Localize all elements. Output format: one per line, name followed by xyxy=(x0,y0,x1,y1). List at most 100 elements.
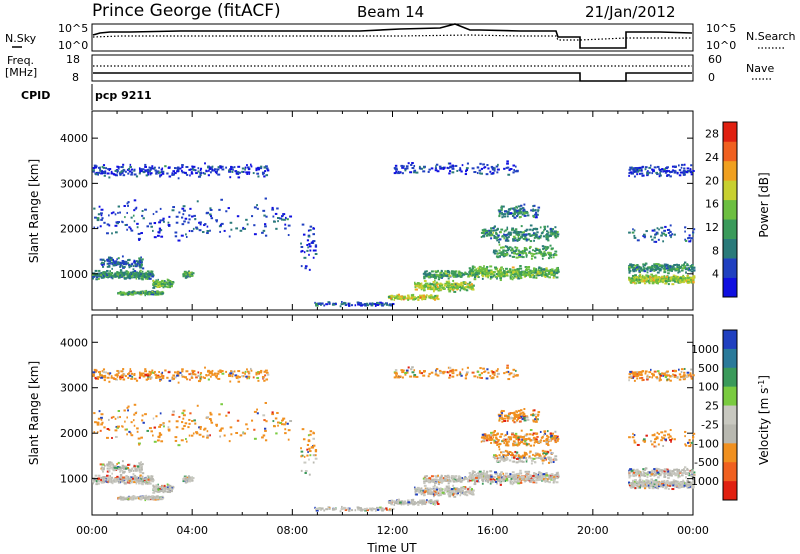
velocity-echo xyxy=(114,417,117,420)
power-echo xyxy=(502,249,505,252)
velocity-echo xyxy=(97,477,100,480)
power-echo xyxy=(525,228,529,231)
power-echo xyxy=(257,168,260,171)
velocity-echo xyxy=(256,376,260,379)
power-echo xyxy=(640,276,643,279)
power-echo xyxy=(160,170,164,173)
velocity-echo xyxy=(421,499,424,502)
velocity-echo xyxy=(221,370,224,373)
power-echo xyxy=(637,281,640,284)
velocity-echo xyxy=(125,428,128,431)
velocity-echo xyxy=(134,468,137,471)
power-echo xyxy=(149,173,152,176)
velocity-echo xyxy=(279,422,283,425)
power-echo xyxy=(94,274,97,277)
velocity-echo xyxy=(410,502,413,505)
power-echo xyxy=(656,271,660,274)
power-echo xyxy=(153,290,155,293)
power-echo xyxy=(187,221,190,224)
power-echo xyxy=(98,269,101,272)
power-echo xyxy=(407,162,410,165)
power-echo xyxy=(512,239,515,242)
power-echo xyxy=(517,237,520,240)
power-echo xyxy=(347,302,350,305)
power-echo xyxy=(682,172,686,175)
velocity-echo xyxy=(285,421,287,424)
power-echo xyxy=(545,236,548,239)
power-echo xyxy=(183,270,187,273)
power-echo xyxy=(437,278,441,281)
power-echo xyxy=(108,260,111,263)
power-echo xyxy=(667,231,670,234)
power-echo xyxy=(489,265,493,268)
power-echo xyxy=(390,297,392,300)
power-echo xyxy=(200,167,203,170)
velocity-echo xyxy=(191,372,194,375)
power-echo xyxy=(126,291,129,294)
velocity-echo xyxy=(161,377,165,380)
power-echo xyxy=(480,167,484,170)
power-echo xyxy=(371,302,374,305)
power-echo xyxy=(235,172,238,175)
power-plot-frame xyxy=(91,110,694,311)
power-echo xyxy=(420,282,423,285)
power-echo xyxy=(166,278,169,281)
velocity-echo xyxy=(261,375,265,378)
power-echo xyxy=(430,270,434,273)
power-echo xyxy=(530,255,534,258)
power-echo xyxy=(541,245,545,248)
power-echo xyxy=(133,260,136,263)
power-echo xyxy=(534,216,538,219)
power-echo xyxy=(133,173,137,176)
velocity-echo xyxy=(137,467,141,470)
power-echo xyxy=(127,294,130,297)
power-echo xyxy=(437,298,440,301)
velocity-echo xyxy=(227,373,231,376)
power-echo xyxy=(485,173,489,176)
power-echo xyxy=(638,274,642,277)
power-echo xyxy=(546,273,549,276)
power-echo xyxy=(275,227,278,230)
power-echo xyxy=(385,302,388,305)
power-echo xyxy=(663,168,666,171)
velocity-echo xyxy=(433,503,437,506)
power-echo xyxy=(151,165,154,168)
velocity-echo xyxy=(146,482,149,485)
power-echo xyxy=(505,233,509,236)
velocity-echo xyxy=(97,417,101,420)
velocity-echo xyxy=(195,376,198,379)
power-echo xyxy=(469,274,473,277)
power-echo xyxy=(427,287,430,290)
power-echo xyxy=(103,221,106,224)
power-echo xyxy=(176,168,180,171)
power-echo xyxy=(343,302,347,305)
power-echo xyxy=(177,177,180,180)
velocity-echo xyxy=(265,378,269,381)
velocity-echo xyxy=(182,409,186,412)
power-echo xyxy=(521,231,524,234)
power-echo xyxy=(554,254,558,257)
velocity-echo xyxy=(127,498,130,501)
power-echo xyxy=(115,273,119,276)
power-echo xyxy=(142,217,145,220)
power-echo xyxy=(116,275,120,278)
power-echo xyxy=(517,205,521,208)
power-echo xyxy=(500,253,503,256)
power-echo xyxy=(690,281,692,284)
power-echo xyxy=(651,275,655,278)
velocity-echo xyxy=(98,480,102,483)
power-echo xyxy=(545,248,548,251)
power-echo xyxy=(535,249,538,252)
power-echo xyxy=(380,302,384,305)
velocity-echo xyxy=(153,426,156,429)
velocity-echo xyxy=(167,488,170,491)
power-echo xyxy=(450,285,454,288)
power-echo xyxy=(106,269,109,272)
power-echo xyxy=(121,171,124,174)
power-echo xyxy=(684,226,687,229)
power-echo xyxy=(144,165,148,168)
power-echo xyxy=(515,271,518,274)
velocity-echo xyxy=(127,405,130,408)
power-echo xyxy=(506,166,510,169)
velocity-echo xyxy=(229,372,233,375)
